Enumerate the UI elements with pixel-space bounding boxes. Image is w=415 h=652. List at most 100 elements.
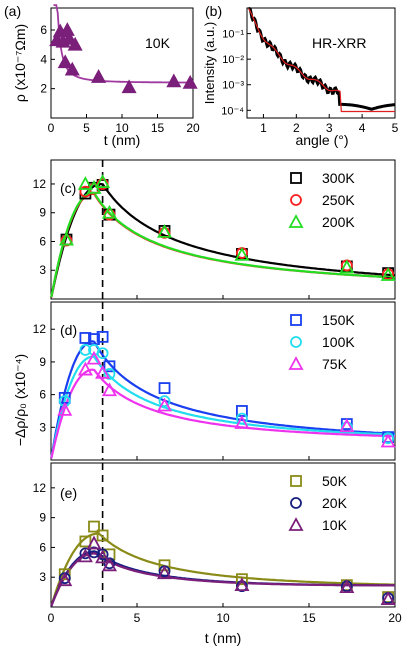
panel-e-data-point <box>380 591 396 605</box>
panel-d-legend-label: 75K <box>322 356 348 372</box>
panel-d-data-point <box>79 344 92 356</box>
panel-e-xtick-label: 15 <box>302 611 316 625</box>
panel-c-legend-marker <box>290 194 302 206</box>
panel-c-ytick-label: 3 <box>39 263 46 277</box>
panel-d-data-point <box>339 418 355 433</box>
panel-b-annotation: HR-XRR <box>312 35 366 51</box>
panel-b-ytick-label: 10⁻³ <box>222 80 244 92</box>
panel-a-point <box>61 30 77 45</box>
panel-e-xtick-label: 0 <box>48 611 55 625</box>
panel-d-data-point <box>101 382 117 397</box>
panel-b-xlabel: angle (°) <box>295 132 348 148</box>
panel-b-xtick-label: 4 <box>359 121 366 135</box>
panel-e-data-point <box>57 572 73 587</box>
panel-a-point <box>166 73 182 88</box>
panel-b-xtick-label: 5 <box>392 121 399 135</box>
panel-c-label: (c) <box>60 180 76 196</box>
panel-e-data-point <box>96 548 109 561</box>
panel-d: (d) 3 6 9 12 150K 100K 75K −Δρ/ρ₀ (x10⁻⁴) <box>12 301 396 461</box>
panel-d-data-point <box>77 361 93 376</box>
panel-c-fit-line <box>50 191 396 298</box>
panel-e-data-point <box>58 568 71 581</box>
panel-a-xtick-label: 15 <box>151 121 165 135</box>
panel-d-data-point <box>157 397 173 412</box>
panel-c-data-point <box>101 204 117 219</box>
panel-e-data-point <box>236 573 248 586</box>
panel-d-legend-marker <box>288 356 304 370</box>
panel-d-ylabel: −Δρ/ρ₀ (x10⁻⁴) <box>12 354 28 446</box>
panel-d-legend-marker <box>290 314 302 326</box>
panel-d-data-point <box>103 368 116 380</box>
panel-c-data-point <box>157 224 173 238</box>
panel-a-point <box>57 54 73 69</box>
panel-c-data-point <box>58 231 74 246</box>
panel-a-xtick-label: 20 <box>186 121 200 135</box>
panel-b-label: (b) <box>205 3 222 19</box>
panel-e-data-point <box>236 580 248 593</box>
panel-e-data-point <box>88 520 100 533</box>
panel-e-xtick-label: 5 <box>134 611 141 625</box>
panel-e-ytick-label: 3 <box>39 570 46 584</box>
panel-e-legend-marker <box>290 475 302 487</box>
panel-c-plot: 3 6 9 12 300K 250K 200K <box>33 160 396 299</box>
panel-a-plot: 0 5 10 15 20 2 4 6 <box>40 4 200 135</box>
panel-d-ytick-label: 3 <box>39 420 46 434</box>
panel-b-xtick-label: 3 <box>326 121 333 135</box>
panel-d-fit-line <box>50 340 396 459</box>
panel-b-ytick-label: 10⁻¹ <box>222 29 244 41</box>
panel-d-data-point <box>340 421 353 434</box>
panel-b-plot: 1 2 3 4 5 10⁻¹ 10⁻² 10⁻³ 10⁻⁴ <box>221 7 399 135</box>
panel-d-ytick-label: 12 <box>33 322 47 336</box>
panel-e-legend-label: 10K <box>322 517 348 533</box>
panel-d-data-point <box>95 364 111 379</box>
panel-e-data-point <box>157 565 173 580</box>
panel-e-legend-label: 20K <box>322 495 348 511</box>
panel-e-data-point <box>101 557 117 572</box>
panel-d-data-point <box>86 350 102 365</box>
panel-e: (e) 0 5 10 15 20 3 6 9 12 50K 20K 10K t (nm) <box>33 462 402 646</box>
panel-d-data-point <box>382 432 395 445</box>
panel-e-data-point <box>86 535 102 550</box>
panel-d-ytick-label: 9 <box>39 355 46 369</box>
panel-e-fit-line <box>50 532 396 607</box>
panel-c-legend-marker <box>290 172 302 184</box>
panel-b-ytick-label: 10⁻² <box>222 54 244 66</box>
panel-d-plot: 3 6 9 12 150K 100K 75K <box>33 302 396 460</box>
panel-b-fit-line <box>248 8 395 113</box>
panel-c-ytick-label: 12 <box>33 177 47 191</box>
panel-e-legend-marker <box>288 517 304 531</box>
panel-a-point <box>121 79 137 94</box>
panel-c-data-point <box>95 174 111 188</box>
panel-e-legend-label: 50K <box>322 473 348 489</box>
panel-e-xlabel: t (nm) <box>205 630 242 646</box>
panel-c-data-point <box>158 226 171 239</box>
panel-c-data-point <box>380 267 396 281</box>
panel-c: (c) 3 6 9 12 300K 250K 200K <box>33 159 396 300</box>
panel-c-legend-label: 300K <box>322 170 355 186</box>
panel-a-xtick-label: 10 <box>115 121 129 135</box>
panel-e-data-point <box>79 535 92 548</box>
panel-e-xtick-label: 20 <box>388 611 402 625</box>
panel-e-data-point <box>88 546 100 559</box>
panel-c-fit-line <box>50 182 396 298</box>
panel-e-ytick-label: 9 <box>39 511 46 525</box>
panel-d-data-point <box>158 382 171 394</box>
panel-c-data-point <box>234 247 250 261</box>
panel-b-xtick-label: 1 <box>260 121 267 135</box>
panel-b-ylabel: Intensity (a.u.) <box>202 22 217 104</box>
panel-e-data-point <box>234 577 250 592</box>
panel-a-xlabel: t (nm) <box>104 132 141 148</box>
panel-d-data-point <box>79 332 92 344</box>
panel-d-data-point <box>58 395 71 408</box>
panel-b-ytick-label: 10⁻⁴ <box>221 105 244 117</box>
panel-a-label: (a) <box>4 3 21 19</box>
panel-d-data-point <box>103 360 116 373</box>
panel-a-point <box>91 69 107 83</box>
panel-d-data-point <box>380 433 396 448</box>
panel-b-xtick-label: 2 <box>293 121 300 135</box>
panel-a-point <box>64 61 80 76</box>
panel-c-ytick-label: 9 <box>39 206 46 220</box>
panel-a-annotation: 10K <box>145 35 171 51</box>
panel-e-data-point <box>79 547 92 560</box>
